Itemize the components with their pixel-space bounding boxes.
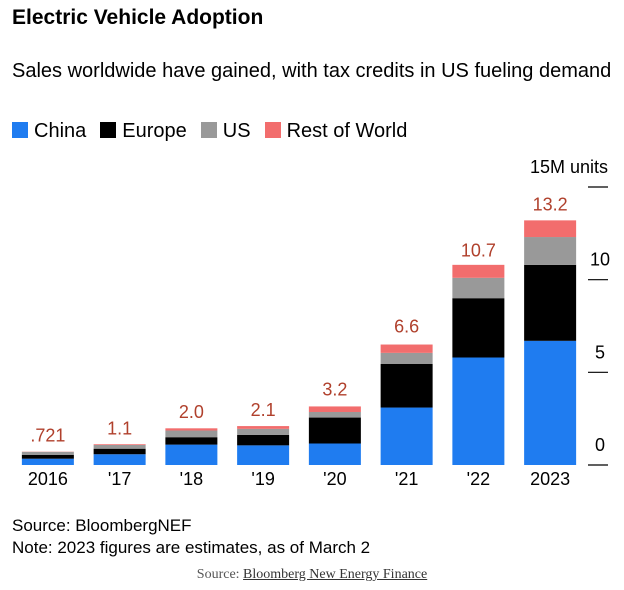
bar-segment xyxy=(308,406,361,412)
bar-segment xyxy=(237,445,290,465)
y-tick-label: 0 xyxy=(595,435,605,455)
x-tick-label: '18 xyxy=(180,469,203,489)
x-tick-label: '20 xyxy=(323,469,346,489)
bar-segment xyxy=(452,264,505,278)
footer-link[interactable]: Bloomberg New Energy Finance xyxy=(243,567,428,582)
chart-subtitle: Sales worldwide have gained, with tax cr… xyxy=(12,60,612,82)
bar-segment xyxy=(93,444,146,445)
bar-segment xyxy=(237,426,290,429)
source: Source: BloombergNEF xyxy=(12,516,192,535)
bar-segment xyxy=(452,357,505,465)
legend-item: Rest of World xyxy=(264,120,408,143)
x-tick-label: '21 xyxy=(395,469,418,489)
total-label: 2.0 xyxy=(179,402,204,422)
chart-title: Electric Vehicle Adoption xyxy=(12,6,264,29)
x-tick-label: '22 xyxy=(467,469,490,489)
legend-swatch xyxy=(264,122,281,138)
legend-label: US xyxy=(222,120,251,142)
y-tick-label: 15M units xyxy=(530,157,608,177)
chart: 0 5 10 15M units 2016 .721 '17 1.1 '18 2.0 '19 2.1 '… xyxy=(21,157,610,489)
legend-label: China xyxy=(34,120,87,142)
bar-segment xyxy=(21,454,74,459)
bar-segment xyxy=(380,363,433,408)
total-label: 10.7 xyxy=(461,241,496,261)
total-label: 2.1 xyxy=(251,400,276,420)
legend: China Europe US Rest of World xyxy=(12,120,407,143)
legend-swatch xyxy=(200,122,217,138)
legend-label: Europe xyxy=(122,120,187,142)
bar-segment xyxy=(93,444,146,449)
bar-segment xyxy=(165,428,218,431)
bar-segment xyxy=(524,220,577,238)
total-label: 3.2 xyxy=(322,380,347,400)
legend-label: Rest of World xyxy=(286,120,408,142)
total-label: .721 xyxy=(30,426,65,446)
note: Note: 2023 figures are estimates, as of … xyxy=(12,538,371,557)
bar-segment xyxy=(308,443,361,465)
footer: Source: Bloomberg New Energy Finance xyxy=(0,567,624,583)
bar-segment xyxy=(165,444,218,465)
bar-segment xyxy=(524,264,577,341)
legend-swatch xyxy=(12,122,28,138)
bar-segment xyxy=(452,277,505,299)
total-label: 13.2 xyxy=(533,194,568,214)
bar-segment xyxy=(524,237,577,265)
y-tick-label: 5 xyxy=(595,342,605,362)
bar-segment xyxy=(237,428,290,435)
bar-segment xyxy=(21,451,74,455)
bar-segment xyxy=(524,340,577,465)
bar-segment xyxy=(380,407,433,465)
x-tick-label: '17 xyxy=(108,469,131,489)
x-tick-label: 2023 xyxy=(530,469,570,489)
footer-label: Source: xyxy=(196,567,240,582)
total-label: 6.6 xyxy=(394,317,419,337)
total-label: 1.1 xyxy=(107,419,132,439)
bar-segment xyxy=(308,411,361,418)
legend-item: Europe xyxy=(100,120,187,143)
bar-segment xyxy=(93,454,146,465)
x-tick-label: '19 xyxy=(251,469,274,489)
bar-segment xyxy=(380,352,433,364)
bar-segment xyxy=(93,448,146,455)
legend-swatch xyxy=(100,122,117,138)
bar-segment xyxy=(452,298,505,358)
bar-segment xyxy=(308,417,361,444)
x-tick-label: 2016 xyxy=(28,469,68,489)
notes: Source: BloombergNEF Note: 2023 figures … xyxy=(12,515,370,559)
y-tick-label: 10 xyxy=(590,250,610,270)
bar-segment xyxy=(165,437,218,445)
legend-item: US xyxy=(200,120,251,143)
bar-segment xyxy=(165,430,218,438)
legend-item: China xyxy=(12,120,86,143)
bar-segment xyxy=(380,344,433,353)
bar-segment xyxy=(21,458,74,465)
bar-segment xyxy=(237,434,290,446)
